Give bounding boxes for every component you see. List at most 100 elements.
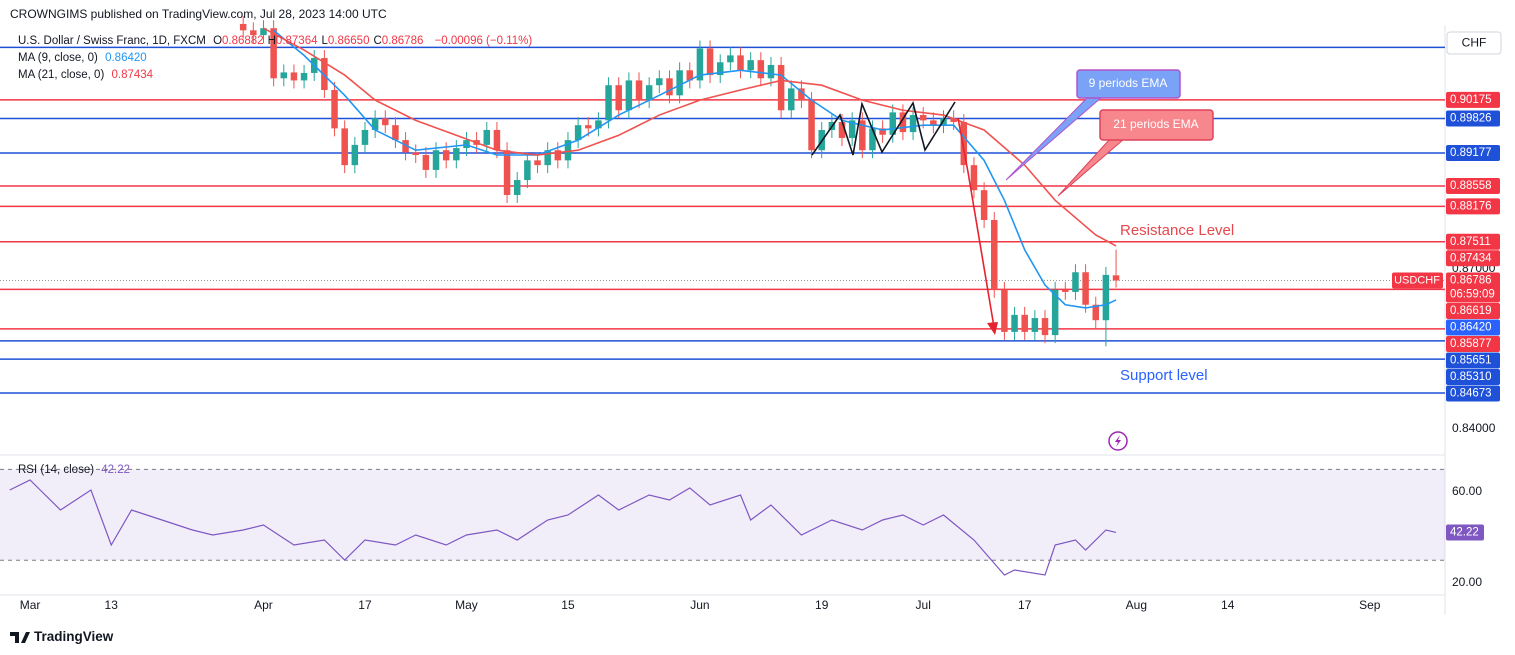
ma-line bbox=[263, 27, 1117, 247]
candle-body bbox=[666, 78, 673, 96]
candle-body bbox=[1112, 275, 1120, 281]
candle-body bbox=[625, 80, 633, 111]
candle-body bbox=[453, 148, 460, 161]
x-tick-label: Aug bbox=[1126, 598, 1147, 612]
ma-name: MA (21, close, 0) bbox=[18, 69, 105, 81]
arrow-head bbox=[987, 322, 998, 335]
candle-body bbox=[1001, 289, 1008, 332]
candle-body bbox=[585, 125, 592, 129]
candle-body bbox=[930, 120, 937, 126]
ohlc-key: H bbox=[267, 35, 276, 47]
x-tick-label: Jul bbox=[916, 598, 931, 612]
candle-body bbox=[727, 55, 734, 63]
candle-body bbox=[838, 121, 846, 138]
candle-body bbox=[412, 152, 419, 156]
candle-body bbox=[300, 72, 308, 81]
candle-body bbox=[270, 28, 277, 79]
rsi-band bbox=[0, 469, 1445, 561]
price-tag-bg bbox=[1446, 145, 1500, 162]
x-tick-label: Apr bbox=[254, 598, 273, 612]
candle-body bbox=[1062, 289, 1069, 292]
x-tick-label: 14 bbox=[1221, 598, 1235, 612]
candle-body bbox=[321, 58, 328, 91]
symbol-tag-bg bbox=[1392, 272, 1443, 289]
candle-body bbox=[909, 115, 917, 133]
candle-body bbox=[788, 88, 795, 111]
price-tag: 0.85651 bbox=[1450, 354, 1492, 366]
candle-body bbox=[777, 64, 785, 111]
currency-button[interactable] bbox=[1446, 31, 1502, 55]
candle-body bbox=[605, 85, 612, 121]
candle-body bbox=[889, 112, 897, 135]
price-tag-bg bbox=[1446, 233, 1500, 250]
candle-body bbox=[1072, 272, 1079, 292]
candle-body bbox=[493, 129, 501, 151]
candle-body bbox=[991, 220, 998, 290]
ohlc-key: C bbox=[373, 35, 382, 47]
candle-body bbox=[706, 48, 714, 76]
ohlc: O0.86882 H0.87364 L0.86650 C0.86786 bbox=[213, 35, 427, 47]
candle-body bbox=[798, 88, 805, 101]
candle-body bbox=[808, 100, 815, 151]
candle-body bbox=[970, 165, 978, 191]
annotation: Support level bbox=[1120, 367, 1208, 384]
y-tick-label: 20.00 bbox=[1452, 575, 1482, 589]
candle-body bbox=[1031, 318, 1039, 332]
candle-body bbox=[564, 140, 572, 161]
rsi-legend: RSI (14, close) 42.22 bbox=[18, 464, 134, 476]
rsi-value: 42.22 bbox=[101, 464, 131, 476]
price-tag-bg bbox=[1446, 368, 1500, 385]
price-tag-bg bbox=[1446, 385, 1500, 402]
candle-body bbox=[869, 128, 876, 151]
callout-box bbox=[1076, 69, 1181, 99]
ma-legend: MA (9, close, 0) 0.86420 bbox=[18, 52, 151, 64]
candle-body bbox=[879, 128, 886, 135]
candle-body bbox=[1021, 314, 1028, 332]
price-tag-bg bbox=[1446, 178, 1500, 195]
ohlc-key: O bbox=[213, 35, 223, 47]
candle-body bbox=[574, 125, 582, 141]
candle-body bbox=[696, 48, 704, 81]
candle-body bbox=[331, 90, 338, 129]
candle-body bbox=[737, 55, 744, 71]
price-tag: 0.85310 bbox=[1450, 371, 1492, 383]
rsi-name: RSI (14, close) bbox=[18, 464, 95, 476]
candle-body bbox=[1082, 272, 1089, 305]
x-tick-label: Jun bbox=[690, 598, 709, 612]
rsi-tag-bg bbox=[1446, 524, 1484, 541]
price-tag: 0.87434 bbox=[1450, 252, 1492, 264]
candle-body bbox=[1011, 314, 1018, 332]
price-tag: 0.85877 bbox=[1450, 338, 1492, 350]
candle-body bbox=[848, 120, 856, 138]
candle-body bbox=[1092, 304, 1100, 321]
x-tick-label: Mar bbox=[20, 598, 41, 612]
candle-body bbox=[513, 180, 521, 195]
candle-body bbox=[899, 112, 907, 133]
candle-body bbox=[1041, 318, 1049, 336]
callout-box bbox=[1099, 109, 1214, 141]
candle-body bbox=[919, 115, 927, 121]
x-tick-label: 15 bbox=[561, 598, 575, 612]
candle-body bbox=[615, 85, 622, 111]
candle-body bbox=[422, 155, 430, 170]
x-tick-label: Sep bbox=[1359, 598, 1381, 612]
brand-logo bbox=[10, 632, 30, 643]
price-tag: 0.87511 bbox=[1450, 236, 1491, 248]
price-tag-bg bbox=[1446, 302, 1500, 319]
ma-legend: MA (21, close, 0) 0.87434 bbox=[18, 69, 157, 81]
candle-body bbox=[676, 70, 683, 96]
price-tag: 0.86619 bbox=[1450, 305, 1492, 317]
ohlc-key: L bbox=[321, 35, 328, 47]
candle-body bbox=[290, 72, 298, 81]
price-tag: 0.89826 bbox=[1450, 112, 1492, 124]
candle-body bbox=[260, 28, 267, 36]
brand: TradingView bbox=[34, 629, 114, 644]
candle-body bbox=[442, 150, 450, 161]
candle-body bbox=[351, 144, 359, 166]
price-tag-bg bbox=[1446, 110, 1500, 127]
ohlc-value: 0.87364 bbox=[275, 35, 318, 47]
x-tick-label: 17 bbox=[1018, 598, 1032, 612]
trend-arrow bbox=[957, 117, 996, 334]
candle-body bbox=[250, 30, 257, 36]
